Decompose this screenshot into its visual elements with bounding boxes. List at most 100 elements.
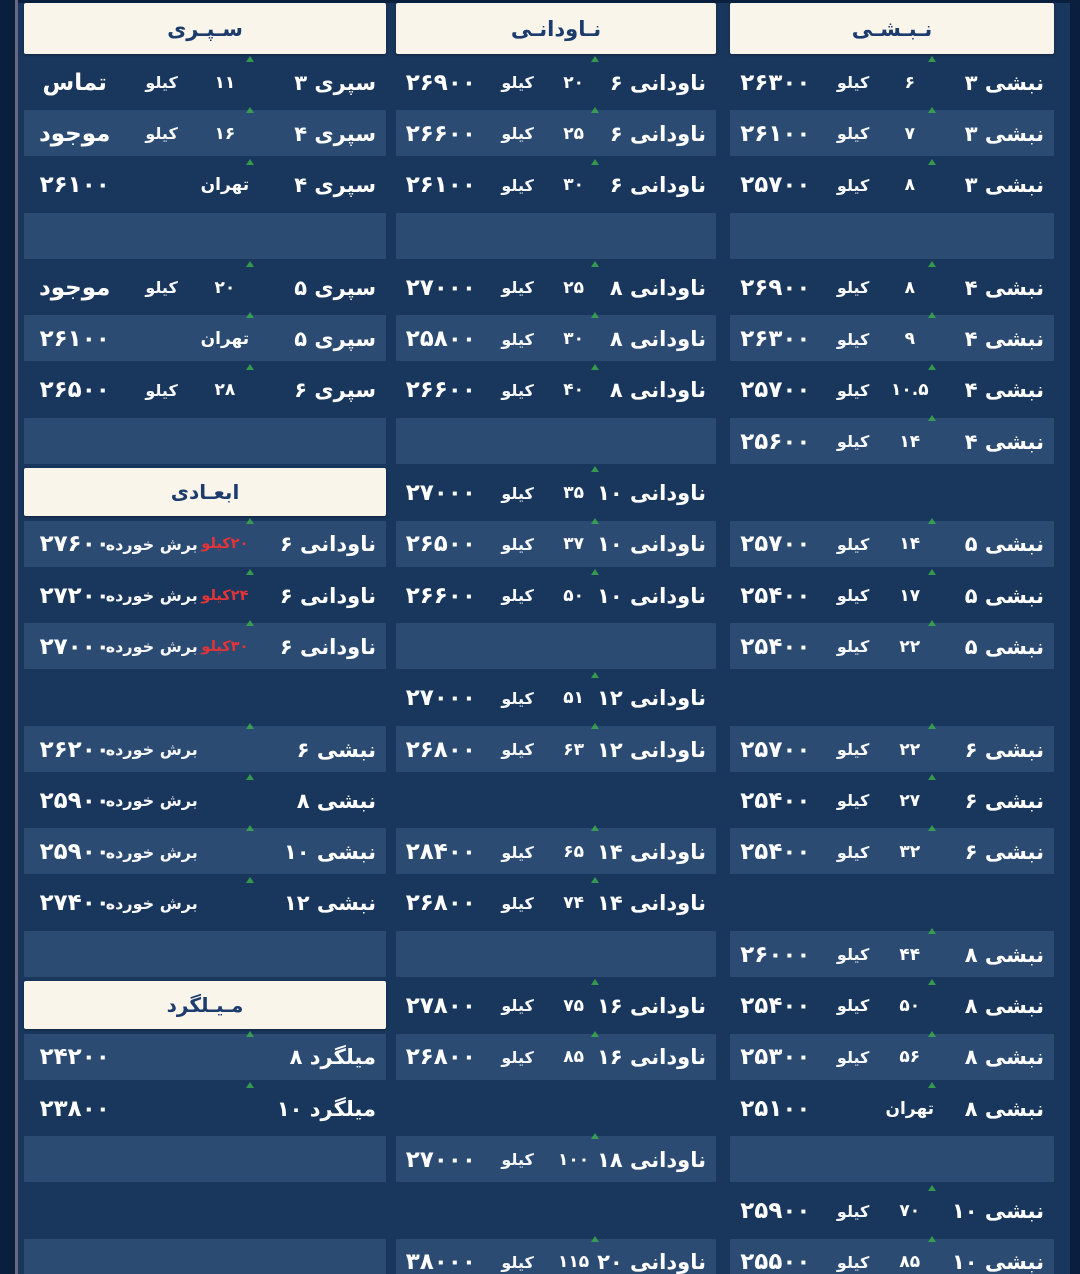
product-name: سپری ۵ — [294, 275, 376, 300]
rows-nabshi: ۲۶۳۰۰ کیلو ۶ نبشی ۳ ۲۶۱۰۰ کیلو ۷ نبشی ۳ ۲۵۷۰۰ کیل… — [730, 55, 1054, 1274]
table-row: موجود کیلو ۲۰ سپری ۵ — [24, 261, 386, 313]
unit-label: کیلو — [836, 380, 870, 400]
product-name: میلگرد ۱۰ — [276, 1096, 376, 1121]
table-row-slot: ۲۵۶۰۰ کیلو ۱۴ نبشی ۴ — [730, 415, 1054, 467]
price-value: ۲۶۶۰۰ — [405, 582, 476, 609]
table-row-slot — [730, 211, 1054, 262]
unit-label: برش خورده — [105, 586, 198, 606]
table-row-slot — [730, 673, 1054, 724]
size-value: ۶۵ — [563, 842, 584, 863]
table-row-slot — [24, 1134, 386, 1185]
table-row-slot — [396, 416, 716, 467]
table-row: ۲۵۹۰۰ برش خورده نبشی ۱۰ — [24, 825, 386, 877]
table-row-slot: ۲۷۰۰۰ کیلو ۵۱ ناودانی ۱۲ — [396, 671, 716, 724]
table-row-slot: ۲۵۸۰۰ کیلو ۳۰ ناودانی ۸ — [396, 312, 716, 364]
table-row: ۲۵۷۰۰ کیلو ۸ نبشی ۳ — [730, 158, 1054, 211]
table-row: ۲۵۷۰۰ کیلو ۲۲ نبشی ۶ — [730, 722, 1054, 775]
table-row-slot — [730, 878, 1054, 929]
price-value: ۲۶۹۰۰ — [740, 274, 811, 301]
table-row-slot: ۲۵۴۰۰ کیلو ۳۲ نبشی ۶ — [730, 825, 1054, 877]
table-row-slot: ۲۵۴۰۰ کیلو ۲۷ نبشی ۶ — [730, 774, 1054, 826]
table-row-slot — [730, 467, 1054, 518]
column-separi: سـپـری تماس کیلو ۱۱ سپری ۳ موجود کیلو ۱۶ سپری ۴… — [24, 3, 386, 1274]
table-row: ۲۷۰۰۰ کیلو ۲۵ ناودانی ۸ — [396, 261, 716, 313]
table-row-slot: ۲۵۹۰۰ کیلو ۷۰ نبشی ۱۰ — [730, 1184, 1054, 1237]
price-value: ۲۶۹۰۰ — [405, 69, 476, 96]
product-name: نبشی ۴ — [964, 378, 1044, 403]
table-row: ۲۶۹۰۰ کیلو ۲۰ ناودانی ۶ — [396, 55, 716, 108]
left-border-line — [15, 0, 18, 1274]
table-row: ۲۶۱۰۰ کیلو ۷ نبشی ۳ — [730, 107, 1054, 159]
table-row-slot: ۲۶۸۰۰ کیلو ۶۳ ناودانی ۱۲ — [396, 722, 716, 775]
price-value: ۲۵۶۰۰ — [740, 428, 811, 455]
table-row-slot: ۲۶۱۰۰ کیلو ۳۰ ناودانی ۶ — [396, 158, 716, 211]
unit-label: کیلو — [501, 483, 534, 503]
price-value: ۲۷۰۰۰ — [405, 685, 476, 712]
unit-label: کیلو — [836, 432, 870, 452]
unit-label: کیلو — [501, 278, 534, 298]
unit-label: کیلو — [501, 586, 534, 606]
product-name: نبشی ۸ — [964, 993, 1044, 1018]
column-title: نـاودانـی — [510, 16, 602, 41]
rows-separi: تماس کیلو ۱۱ سپری ۳ موجود کیلو ۱۶ سپری ۴ ۲۶۱۰۰ ته… — [24, 55, 386, 1274]
table-row: ۲۶۰۰۰ کیلو ۴۴ نبشی ۸ — [730, 928, 1054, 980]
size-value: ۸ — [904, 175, 915, 196]
product-name: ناودانی ۱۰ — [597, 481, 706, 506]
product-name: نبشی ۵ — [964, 583, 1044, 608]
price-value: ۲۶۰۰۰ — [740, 941, 811, 968]
table-row: ۲۶۶۰۰ کیلو ۵۰ ناودانی ۱۰ — [396, 568, 716, 621]
unit-label: کیلو — [836, 534, 870, 554]
product-name: نبشی ۶ — [964, 737, 1044, 762]
unit-label: کیلو — [501, 124, 534, 144]
table-row: موجود کیلو ۱۶ سپری ۴ — [24, 107, 386, 159]
unit-label: کیلو — [501, 842, 534, 862]
price-value: ۲۵۹۰۰ — [740, 1198, 811, 1225]
table-row-slot: ۲۷۸۰۰ کیلو ۷۵ ناودانی ۱۶ — [396, 979, 716, 1031]
table-row: ۲۷۸۰۰ کیلو ۷۵ ناودانی ۱۶ — [396, 979, 716, 1031]
table-row-slot — [396, 211, 716, 262]
size-value: ۸۵ — [899, 1252, 921, 1273]
product-name: نبشی ۵ — [964, 532, 1044, 557]
size-value: ۲۰کیلو — [201, 536, 249, 553]
size-value: ۲۲ — [899, 739, 921, 760]
table-row: ۲۷۶۰۰ برش خورده ۲۰کیلو ناودانی ۶ — [24, 517, 386, 570]
size-value: ۲۰ — [563, 72, 584, 93]
column-header-navodani: نـاودانـی — [396, 3, 716, 54]
product-name: ناودانی ۱۸ — [597, 1147, 706, 1172]
product-name: ناودانی ۱۲ — [597, 686, 706, 711]
table-row-slot: ۳۸۰۰۰ کیلو ۱۱۵ ناودانی ۲۰ — [396, 1235, 716, 1274]
table-row: ۲۶۶۰۰ کیلو ۲۵ ناودانی ۶ — [396, 107, 716, 159]
unit-label: برش خورده — [105, 534, 198, 554]
product-name: سپری ۵ — [294, 327, 376, 352]
product-name: ناودانی ۱۶ — [597, 993, 706, 1018]
table-row-slot: ۲۵۵۰۰ کیلو ۸۵ نبشی ۱۰ — [730, 1235, 1054, 1274]
table-row-slot: ۲۵۷۰۰ کیلو ۸ نبشی ۳ — [730, 158, 1054, 211]
table-row: ۲۵۴۰۰ کیلو ۵۰ نبشی ۸ — [730, 979, 1054, 1031]
product-name: ناودانی ۱۴ — [597, 840, 706, 865]
size-value: تهران — [200, 175, 250, 196]
price-value: ۲۵۱۰۰ — [740, 1095, 811, 1122]
product-name: نبشی ۴ — [964, 275, 1044, 300]
table-row: ۲۶۳۰۰ کیلو ۹ نبشی ۴ — [730, 312, 1054, 364]
table-row: ۲۶۱۰۰ کیلو ۳۰ ناودانی ۶ — [396, 158, 716, 211]
table-row-slot: ۲۶۱۰۰ کیلو ۷ نبشی ۳ — [730, 107, 1054, 159]
unit-label: کیلو — [836, 791, 870, 811]
size-value: ۳۰کیلو — [201, 638, 249, 655]
product-name: نبشی ۶ — [964, 840, 1044, 865]
table-row-slot: ۲۷۴۰۰ برش خورده نبشی ۱۲ — [24, 876, 386, 929]
column-nabshi: نـبـشـی ۲۶۳۰۰ کیلو ۶ نبشی ۳ ۲۶۱۰۰ کیلو ۷ نبشی ۳… — [730, 3, 1054, 1274]
unit-label: کیلو — [501, 688, 534, 708]
price-value: ۲۷۰۰۰ — [39, 633, 110, 660]
size-value: ۳۲ — [899, 842, 921, 863]
price-table: سـپـری تماس کیلو ۱۱ سپری ۳ موجود کیلو ۱۶ سپری ۴… — [18, 3, 1070, 1274]
unit-label: کیلو — [836, 175, 870, 195]
table-row-slot — [396, 621, 716, 672]
column-title: سـپـری — [167, 16, 243, 41]
table-row-slot — [24, 211, 386, 262]
table-row-slot — [24, 1237, 386, 1274]
table-row: ۲۴۲۰۰ میلگرد ۸ — [24, 1030, 386, 1083]
price-value: ۲۵۳۰۰ — [740, 1044, 811, 1071]
product-name: نبشی ۶ — [964, 788, 1044, 813]
price-value: ۲۷۲۰۰ — [39, 582, 110, 609]
